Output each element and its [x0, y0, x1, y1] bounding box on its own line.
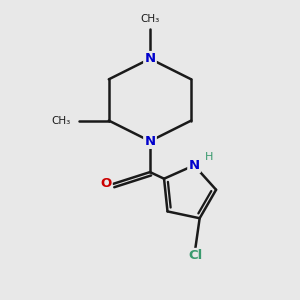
- Text: CH₃: CH₃: [140, 14, 160, 24]
- Text: O: O: [100, 177, 112, 190]
- Text: N: N: [144, 135, 156, 148]
- Text: N: N: [188, 159, 200, 172]
- Text: CH₃: CH₃: [52, 116, 71, 126]
- Text: N: N: [144, 52, 156, 65]
- Text: H: H: [205, 152, 214, 161]
- Text: Cl: Cl: [189, 249, 203, 262]
